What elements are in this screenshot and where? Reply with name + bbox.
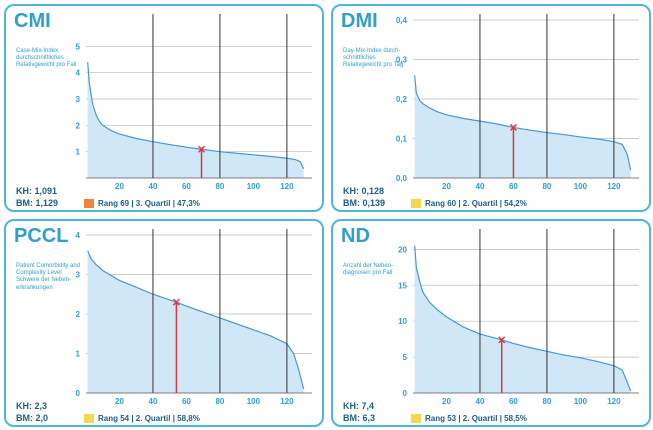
x-tick-label: 60	[182, 182, 191, 191]
panel-title: CMI	[14, 10, 51, 32]
x-tick-label: 100	[574, 182, 588, 191]
x-tick-label: 120	[280, 182, 294, 191]
cmi-panel: CMI Case-Mix-Index durchschnittliches Re…	[4, 4, 324, 212]
y-tick-label: 0,3	[396, 56, 408, 65]
rank-info: Rang 53 | 2. Quartil | 58,5%	[411, 413, 527, 424]
x-tick-label: 120	[607, 397, 621, 406]
distribution-area	[414, 245, 631, 393]
x-tick-label: 60	[509, 397, 518, 406]
y-tick-label: 0	[76, 389, 81, 398]
x-tick-label: 20	[115, 397, 124, 406]
x-tick-label: 80	[542, 182, 551, 191]
panel-title: DMI	[341, 10, 378, 32]
hospital-marker	[509, 123, 517, 131]
y-tick-label: 3	[76, 271, 81, 280]
x-tick-label: 40	[149, 397, 158, 406]
panel-description: Day-Mix-Index durch-schnittliches Relati…	[343, 48, 404, 69]
y-tick-label: 3	[76, 95, 81, 104]
panel-title: ND	[341, 225, 370, 247]
cmi-chart: 20 40 60 80 100 120 1 2 3 4 5	[76, 14, 312, 191]
x-tick-label: 40	[476, 182, 485, 191]
x-tick-label: 20	[442, 397, 451, 406]
distribution-area	[87, 62, 304, 179]
x-tick-label: 100	[247, 182, 261, 191]
x-tick-label: 40	[149, 182, 158, 191]
x-tick-label: 80	[215, 182, 224, 191]
rank-text: Rang 69 | 3. Quartil | 47,3%	[98, 199, 200, 208]
marker-cross-stroke	[172, 298, 180, 306]
y-tick-label: 1	[76, 148, 81, 157]
x-tick-label: 40	[476, 397, 485, 406]
y-tick-label: 1	[76, 350, 81, 359]
panel-title: PCCL	[14, 225, 69, 247]
distribution-line	[414, 75, 632, 171]
distribution-area	[414, 75, 631, 178]
kh-value: KH: 0,128	[343, 186, 385, 196]
y-tick-label: 0,1	[396, 135, 408, 144]
panel-description: Patient Comorbidity and Complexity Level…	[16, 263, 81, 291]
distribution-area	[87, 250, 304, 393]
rank-info: Rang 69 | 3. Quartil | 47,3%	[84, 198, 200, 209]
marker-cross-stroke	[509, 123, 517, 131]
panel-description: Case-Mix-Index durchschnittliches Relati…	[16, 48, 77, 69]
y-tick-label: 10	[398, 317, 407, 326]
rank-text: Rang 54 | 2. Quartil | 58,8%	[98, 414, 200, 423]
y-tick-label: 2	[76, 121, 81, 130]
x-tick-label: 20	[115, 182, 124, 191]
y-tick-label: 20	[398, 245, 407, 254]
panel-description: Anzahl der Neben-diagnosen pro Fall	[343, 263, 394, 277]
rank-text: Rang 60 | 2. Quartil | 54,2%	[425, 199, 527, 208]
kh-value: KH: 2,3	[16, 401, 48, 411]
pccl-panel: PCCL Patient Comorbidity and Complexity …	[4, 219, 324, 427]
y-tick-label: 5	[76, 42, 81, 51]
hospital-marker	[197, 145, 206, 153]
x-tick-label: 100	[574, 397, 588, 406]
distribution-line	[87, 62, 305, 170]
x-tick-label: 60	[509, 182, 518, 191]
bm-value: BM: 0,139	[343, 198, 386, 208]
quartile-color-swatch	[411, 199, 421, 208]
pccl-chart: 20 40 60 80 100 120 0 1 2 3 4	[76, 229, 312, 406]
y-tick-label: 0,2	[396, 95, 408, 104]
x-tick-label: 20	[442, 182, 451, 191]
x-tick-label: 100	[247, 397, 261, 406]
bm-value: BM: 6,3	[343, 413, 376, 423]
dmi-panel: DMI Day-Mix-Index durch-schnittliches Re…	[331, 4, 651, 212]
y-tick-label: 15	[398, 281, 407, 290]
rank-info: Rang 54 | 2. Quartil | 58,8%	[84, 413, 200, 424]
marker-cross-stroke	[498, 336, 506, 344]
y-tick-label: 2	[76, 310, 81, 319]
y-tick-label: 4	[76, 231, 81, 240]
hospital-marker	[172, 298, 180, 306]
x-tick-label: 60	[182, 397, 191, 406]
rank-info: Rang 60 | 2. Quartil | 54,2%	[411, 198, 527, 209]
hospital-marker	[498, 336, 506, 344]
y-tick-label: 5	[403, 353, 408, 362]
kh-value: KH: 1,091	[16, 186, 58, 196]
quartile-color-swatch	[84, 199, 94, 208]
x-tick-label: 120	[607, 182, 621, 191]
marker-cross-stroke	[197, 145, 206, 153]
nd-panel: ND Anzahl der Neben-diagnosen pro Fall 2…	[331, 219, 651, 427]
quartile-color-swatch	[84, 414, 94, 423]
dmi-chart: 20 40 60 80 100 120 0,0 0,1 0,2 0,3 0,4	[396, 14, 639, 191]
nd-chart: 20 40 60 80 100 120 0 5 10 15 20	[398, 229, 639, 406]
x-tick-label: 80	[542, 397, 551, 406]
y-tick-label: 0,0	[396, 174, 408, 183]
bm-value: BM: 1,129	[16, 198, 59, 208]
distribution-line	[414, 245, 632, 392]
rank-text: Rang 53 | 2. Quartil | 58,5%	[425, 414, 527, 423]
y-tick-label: 0,4	[396, 16, 408, 25]
y-tick-label: 0	[403, 389, 408, 398]
quartile-color-swatch	[411, 414, 421, 423]
kh-value: KH: 7,4	[343, 401, 375, 411]
x-tick-label: 120	[280, 397, 294, 406]
x-tick-label: 80	[215, 397, 224, 406]
bm-value: BM: 2,0	[16, 413, 49, 423]
y-tick-label: 4	[76, 69, 81, 78]
